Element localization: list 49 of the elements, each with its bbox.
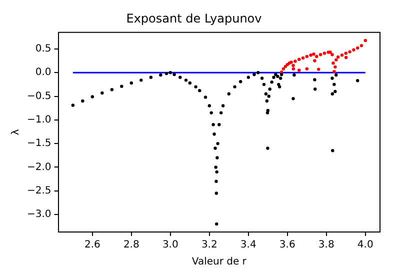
x-axis-title: Valeur de r [192,256,248,268]
x-tick-label: 3.4 [240,240,256,251]
y-tick-label: −2.5 [26,185,52,196]
point [332,62,335,65]
x-tick-label: 2.6 [84,240,100,251]
chart-title: Exposant de Lyapunov [126,11,262,26]
point [297,68,301,72]
point [316,68,320,71]
point [356,46,360,50]
point [360,44,364,48]
point [332,70,336,74]
x-tick-label: 2.8 [123,240,140,251]
x-tick-label: 3.6 [279,240,296,251]
point [292,67,296,70]
point [334,65,337,69]
point [301,56,305,60]
y-tick-label: −1.5 [26,138,52,150]
point [282,67,286,70]
point [294,60,297,63]
y-tick-label: −1.0 [26,114,52,126]
x-tick-label: 3.0 [162,240,178,251]
point [352,48,356,52]
point [322,52,326,55]
point [344,52,348,55]
y-tick-label: 0.0 [35,67,52,78]
point [364,38,367,42]
point [312,52,316,56]
point [344,56,348,60]
y-axis-title: λ [10,129,22,136]
x-tick-label: 3.2 [201,240,218,251]
point [340,54,344,57]
y-tick-label: −3.0 [26,209,52,220]
y-tick-label: 0.5 [35,44,52,55]
point [305,54,308,58]
point [315,54,318,58]
point [336,55,340,59]
x-tick-label: 3.8 [318,240,334,251]
point [305,67,308,70]
point [334,58,338,62]
point [309,54,312,57]
point [292,64,295,68]
y-tick-label: −0.5 [26,90,52,102]
y-tick-label: −2.0 [26,162,52,173]
x-tick-label: 4.0 [357,240,374,251]
point [348,50,352,54]
point [330,53,334,56]
point [318,53,322,56]
point [297,58,301,61]
point [313,59,316,62]
